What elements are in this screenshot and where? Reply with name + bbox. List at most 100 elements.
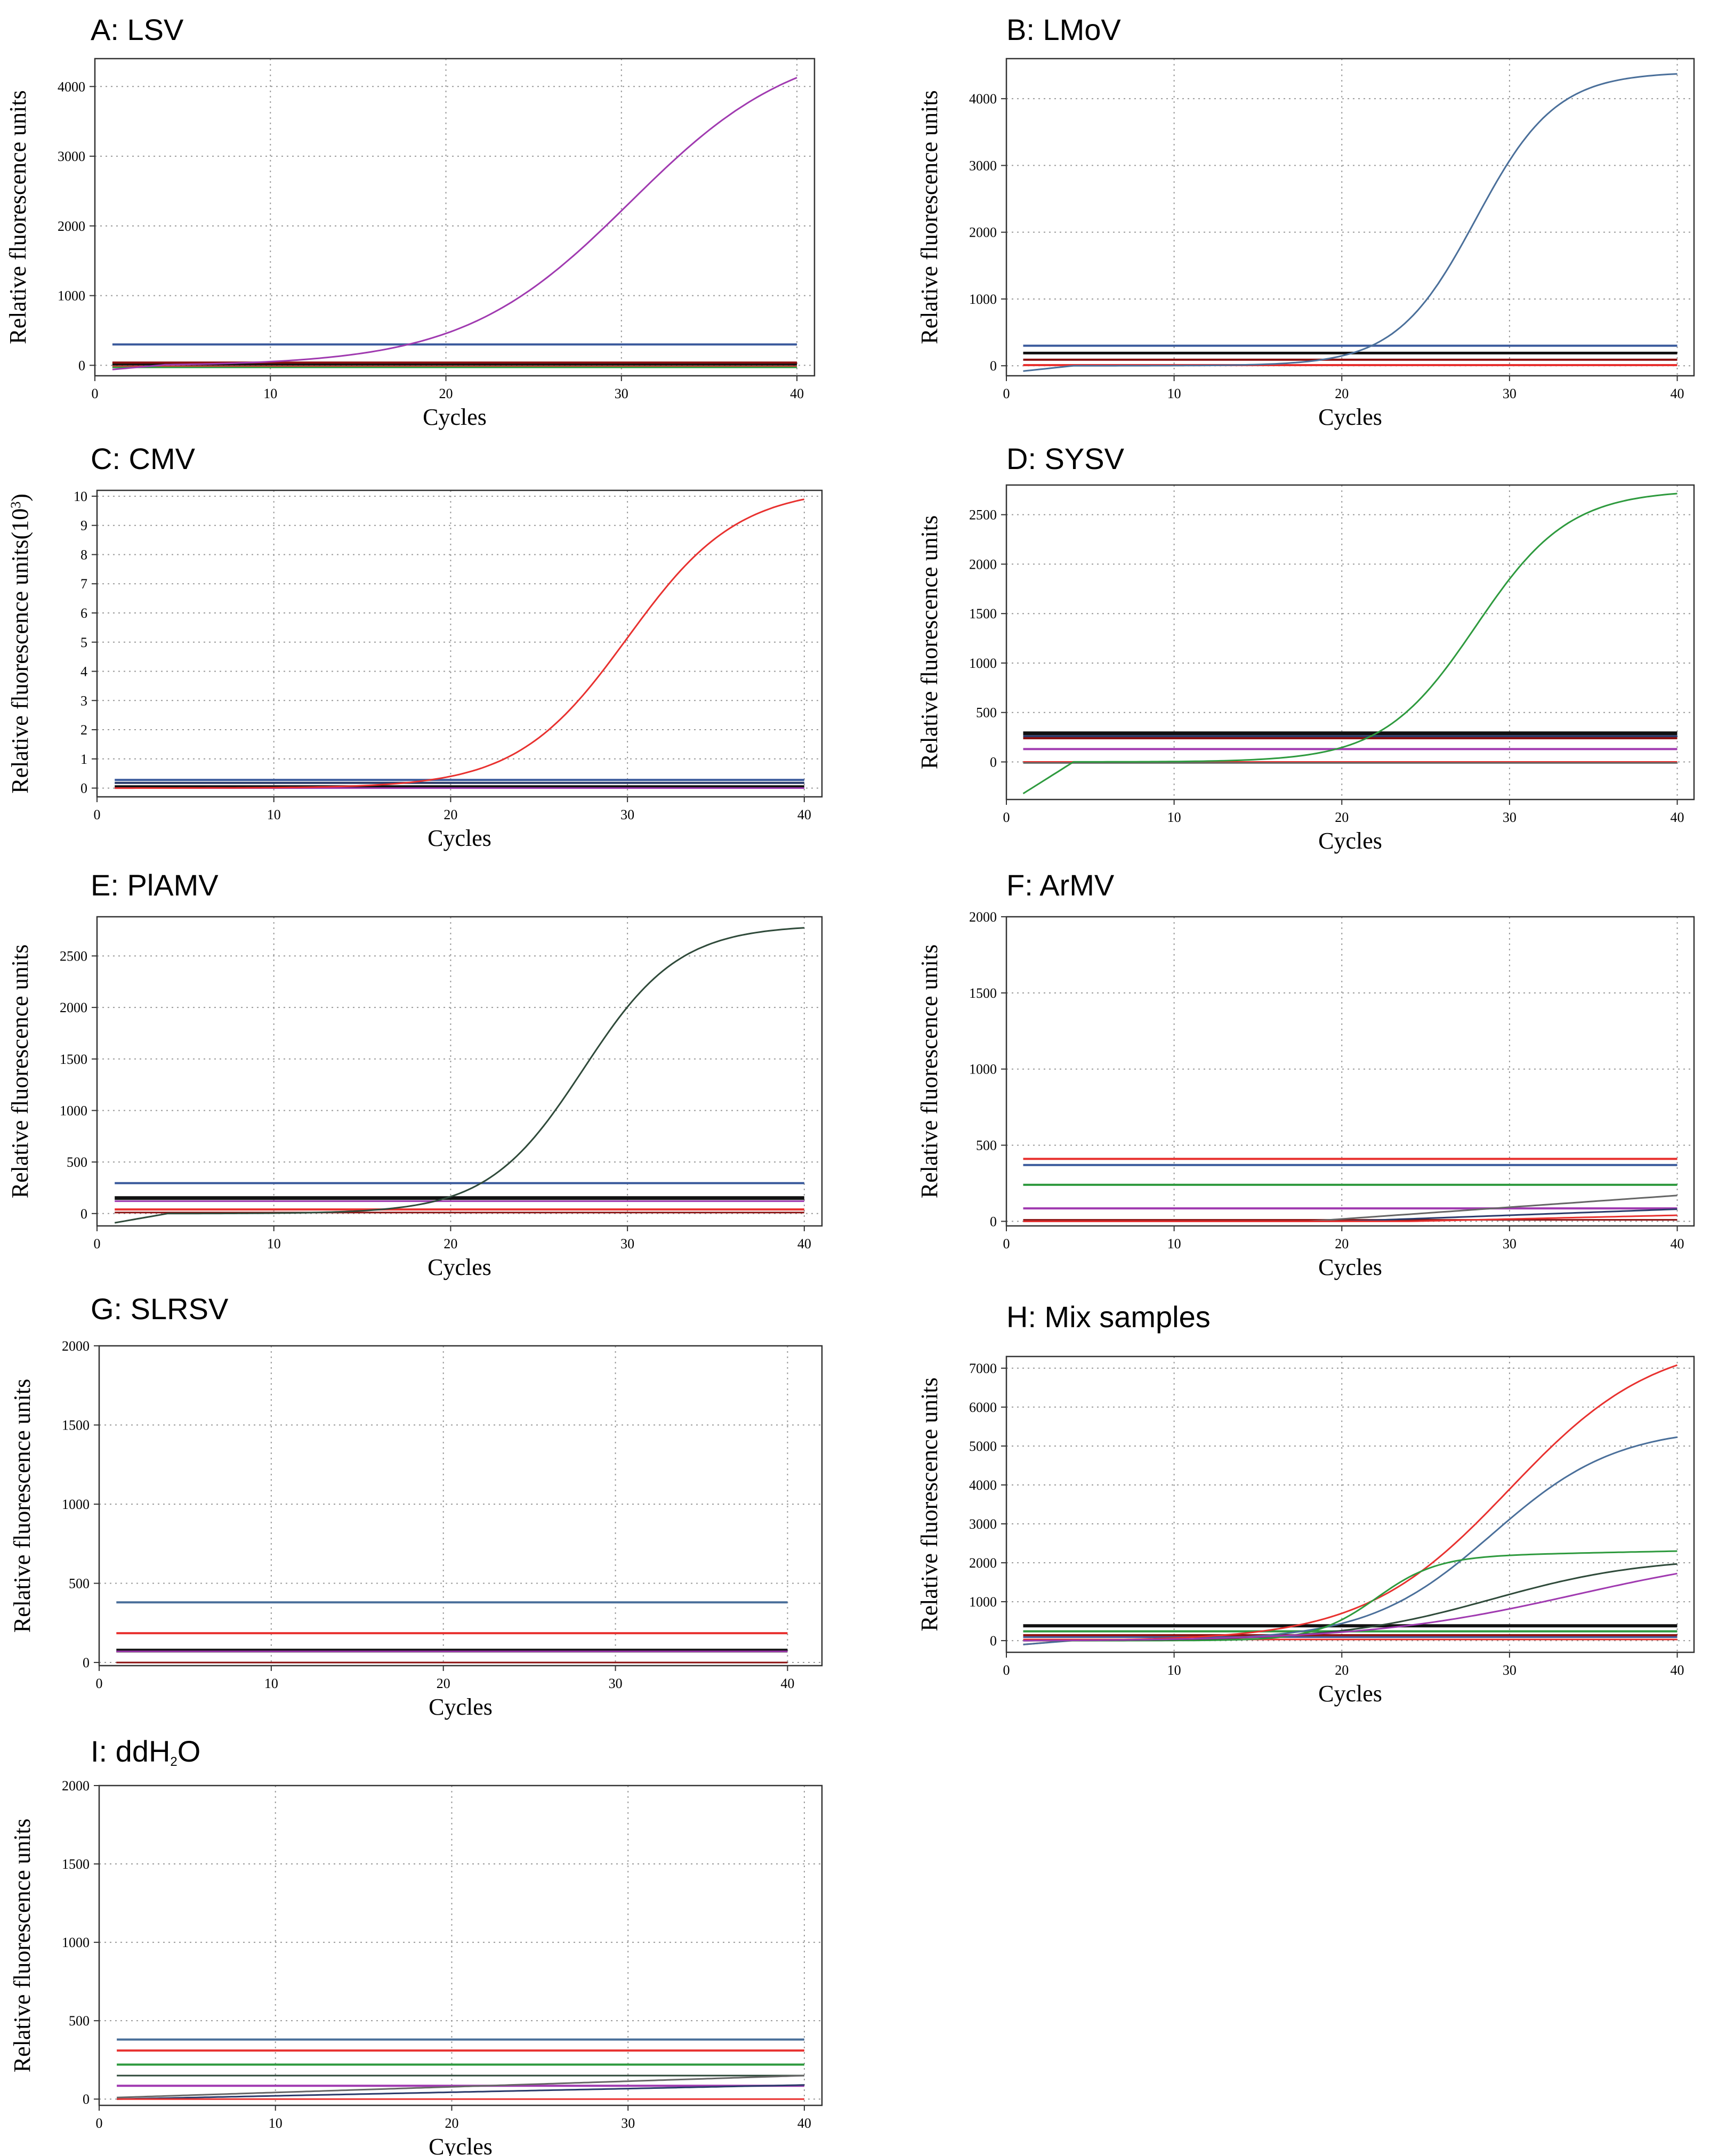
y-axis-label: Relative fluorescence units [916, 944, 942, 1198]
x-tick-label: 10 [1167, 1662, 1181, 1678]
series-line-h-9 [1023, 1572, 1677, 1642]
panel-a: A: LSV 0 10 20 30 40 0 1000 2000 3000 4000 Cycles Re… [5, 13, 816, 430]
y-tick-label: 6 [80, 605, 87, 621]
y-tick-label: 8 [80, 547, 87, 562]
y-tick-label: 3 [80, 693, 87, 708]
x-tick-label: 20 [443, 1236, 457, 1251]
x-tick-label: 20 [1335, 810, 1349, 825]
plot-frame [96, 489, 823, 798]
y-tick-label: 500 [976, 705, 997, 721]
y-tick-label: 3000 [58, 149, 85, 164]
y-tick-label: 9 [80, 518, 87, 534]
x-tick-label: 0 [92, 386, 99, 401]
y-tick-label: 2500 [60, 948, 87, 964]
y-axis-label: Relative fluorescence units [916, 1377, 942, 1631]
y-tick-label: 6000 [969, 1400, 997, 1415]
x-tick-label: 40 [797, 1236, 811, 1251]
y-tick-label: 1000 [62, 1935, 90, 1950]
y-axis-label: Relative fluorescence units [7, 944, 33, 1198]
series-line-e-5 [114, 927, 804, 1224]
panel-title: I: ddH2O [91, 1734, 200, 1769]
y-tick-label: 2000 [969, 225, 997, 240]
x-tick-label: 40 [797, 2115, 811, 2131]
x-tick-label: 30 [1503, 386, 1517, 401]
panel-h: H: Mix samples 0 10 20 30 40 0 1000 2000 3000 4000… [916, 1300, 1695, 1707]
series-line-c-4 [115, 498, 805, 789]
series-line-h-6 [1023, 1436, 1677, 1645]
y-tick-label: 0 [80, 781, 87, 796]
y-axis-label: Relative fluorescence units [916, 90, 942, 344]
y-tick-label: 0 [80, 1206, 87, 1222]
panel-title: H: Mix samples [1006, 1300, 1211, 1334]
x-tick-label: 10 [1167, 810, 1181, 825]
x-tick-label: 30 [1503, 810, 1517, 825]
y-tick-label: 500 [69, 1576, 90, 1592]
y-tick-label: 1000 [969, 1062, 997, 1077]
y-tick-label: 1000 [58, 288, 85, 304]
x-axis-label: Cycles [1318, 1254, 1382, 1280]
y-axis-label: Relative fluorescence units [916, 515, 942, 769]
y-tick-label: 1500 [969, 606, 997, 621]
y-tick-label: 2000 [969, 556, 997, 572]
panel-title: G: SLRSV [91, 1292, 229, 1326]
y-tick-label: 1500 [969, 986, 997, 1001]
panel-title: B: LMoV [1006, 13, 1121, 46]
panel-title: E: PlAMV [91, 868, 219, 902]
y-tick-label: 1500 [62, 1856, 90, 1872]
x-tick-label: 30 [1503, 1236, 1517, 1251]
x-tick-label: 20 [443, 807, 457, 822]
y-tick-label: 4000 [969, 91, 997, 107]
y-tick-label: 10 [74, 489, 87, 504]
x-tick-label: 30 [1503, 1662, 1517, 1678]
panel-c: C: CMV 0 10 20 30 40 0 1 2 3 4 5 6 7 8 9 10 Cycles Relativ… [7, 442, 823, 851]
x-tick-label: 40 [780, 1676, 794, 1691]
series-line-i-5 [117, 2074, 804, 2098]
x-axis-label: Cycles [1318, 1681, 1382, 1707]
panel-b: B: LMoV 0 10 20 30 40 0 1000 2000 3000 4000 Cycles R… [916, 13, 1695, 430]
y-tick-label: 4000 [58, 79, 85, 94]
y-tick-label: 2000 [58, 219, 85, 234]
x-tick-label: 20 [439, 386, 453, 401]
x-tick-label: 40 [1671, 386, 1684, 401]
x-axis-label: Cycles [423, 404, 487, 430]
y-tick-label: 1500 [60, 1052, 87, 1067]
y-tick-label: 1500 [62, 1418, 90, 1433]
plot-frame [1005, 1355, 1695, 1653]
y-tick-label: 2000 [969, 1555, 997, 1571]
panel-title: F: ArMV [1006, 868, 1115, 902]
y-tick-label: 5 [80, 635, 87, 650]
x-tick-label: 0 [94, 807, 101, 822]
y-tick-label: 0 [78, 358, 85, 373]
x-tick-label: 0 [96, 1676, 103, 1691]
x-tick-label: 0 [1003, 386, 1010, 401]
x-tick-label: 40 [797, 807, 811, 822]
x-tick-label: 40 [790, 386, 804, 401]
series-line-a-5 [112, 77, 797, 370]
series-line-h-8 [1023, 1563, 1677, 1642]
series-line-f-7 [1023, 1214, 1677, 1222]
y-tick-label: 5000 [969, 1439, 997, 1454]
plot-frame [94, 58, 816, 377]
y-tick-label: 4000 [969, 1477, 997, 1493]
y-tick-label: 3000 [969, 158, 997, 173]
y-tick-label: 2000 [969, 909, 997, 925]
panel-e: E: PlAMV 0 10 20 30 40 0 500 1000 1500 2000 2500 Cyc… [7, 868, 823, 1280]
y-tick-label: 2500 [969, 507, 997, 523]
y-tick-label: 500 [69, 2013, 90, 2029]
x-tick-label: 10 [1167, 1236, 1181, 1251]
y-tick-label: 0 [83, 2092, 90, 2107]
x-tick-label: 20 [437, 1676, 450, 1691]
x-tick-label: 10 [267, 1236, 281, 1251]
y-tick-label: 2 [80, 722, 87, 738]
panel-title: D: SYSV [1006, 442, 1125, 475]
panel-f: F: ArMV 0 10 20 30 40 0 500 1000 1500 2000 Cycles Re… [916, 868, 1695, 1280]
x-tick-label: 0 [1003, 1662, 1010, 1678]
y-axis-label: Relative fluorescence units [9, 1819, 35, 2072]
series-line-h-5 [1023, 1364, 1678, 1645]
y-tick-label: 7 [80, 576, 87, 592]
x-tick-label: 10 [1167, 386, 1181, 401]
x-tick-label: 0 [94, 1236, 101, 1251]
x-tick-label: 30 [620, 807, 634, 822]
plot-frame [96, 916, 823, 1227]
x-tick-label: 20 [445, 2115, 458, 2131]
